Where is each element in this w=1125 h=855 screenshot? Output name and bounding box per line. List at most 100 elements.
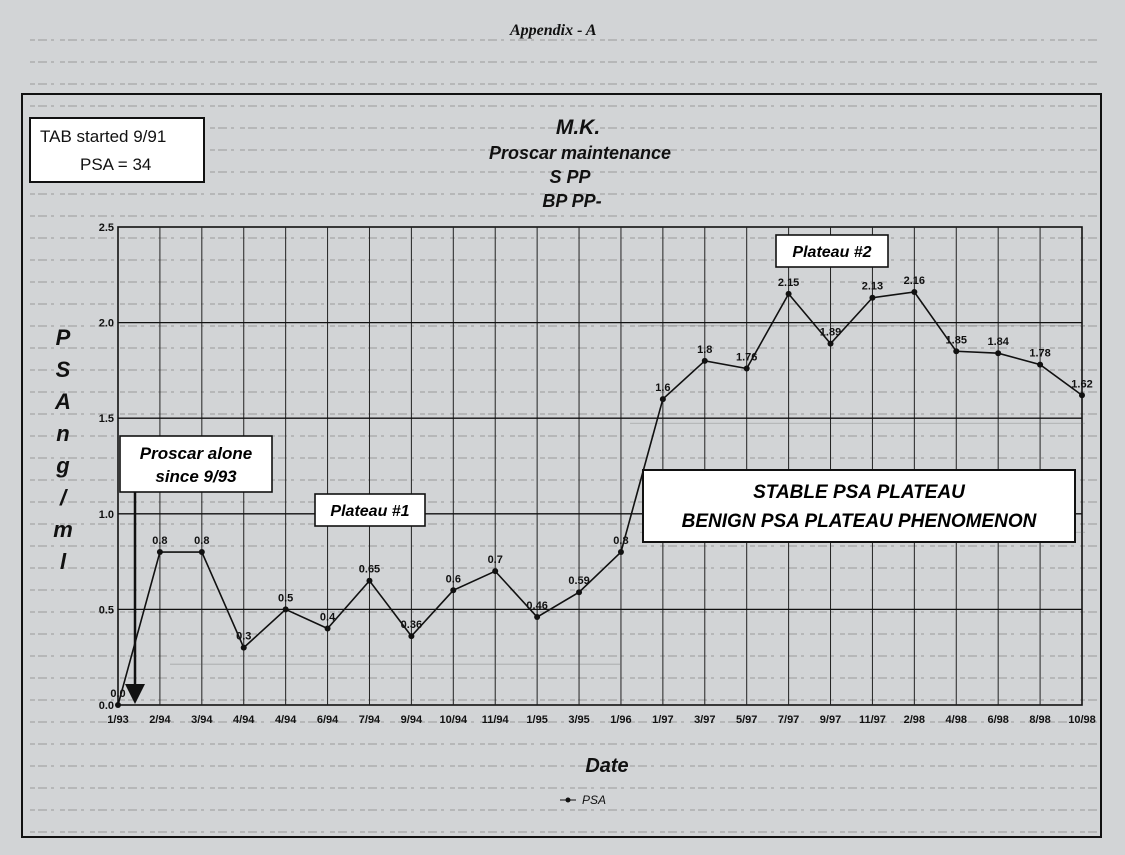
x-tick-label: 3/97 [694,714,715,726]
stable-plateau-box: STABLE PSA PLATEAU BENIGN PSA PLATEAU PH… [642,469,1076,543]
title-line3: S PP [549,167,591,187]
proscar-alone-box: Proscar alone since 9/93 [119,435,273,493]
psa-point [282,606,289,613]
psa-series-line [117,291,1083,706]
psa-point [408,633,415,640]
psa-point [115,702,121,708]
x-tick-label: 4/98 [946,714,967,726]
x-tick-label: 10/98 [1068,714,1096,726]
title-treatment: Proscar maintenance [489,143,671,163]
psa-data-label: 1.62 [1071,378,1092,390]
plateau-1-box: Plateau #1 [314,493,426,527]
stable-plateau-line2: BENIGN PSA PLATEAU PHENOMENON [682,511,1038,532]
psa-data-label: 1.76 [736,351,757,363]
y-axis-title-letter: / [59,485,69,510]
psa-data-label: 0.8 [152,535,167,547]
psa-point [911,289,918,296]
psa-point [701,357,708,364]
x-tick-label: 11/94 [482,714,510,726]
x-tick-label: 7/97 [778,714,799,726]
psa-point [743,365,750,372]
psa-data-label: 1.84 [987,336,1009,348]
x-tick-label: 4/94 [233,714,255,726]
x-tick-label: 3/95 [568,714,589,726]
psa-data-label: 1.6 [655,382,670,394]
psa-point [1037,361,1044,368]
y-axis-title-letter: P [56,325,71,350]
psa-point [869,294,876,301]
psa-data-label: 0.36 [401,619,422,631]
psa-data-label: 0.59 [568,575,589,587]
legend-marker [565,797,571,803]
info-box-line2: PSA = 34 [80,155,151,174]
psa-point [492,568,499,575]
psa-data-label: 2.16 [904,275,925,287]
stable-plateau-line1: STABLE PSA PLATEAU [753,482,966,503]
psa-data-label: 2.13 [862,281,883,293]
y-axis-title-letter: m [53,517,73,542]
proscar-alone-line2: since 9/93 [155,467,237,486]
title-line4: BP PP- [542,191,601,211]
chart-frame [21,93,1102,838]
plateau-1-label: Plateau #1 [330,503,409,520]
psa-data-label: 1.78 [1029,348,1050,360]
plateau-2-label: Plateau #2 [792,244,871,261]
psa-point [576,589,583,596]
x-tick-label: 7/94 [359,714,381,726]
x-tick-label: 1/96 [610,714,631,726]
psa-data-label: 0.7 [488,554,503,566]
psa-data-label: 0.8 [613,535,628,547]
psa-point [995,350,1002,357]
chart-title-block: M.K. Proscar maintenance S PP BP PP- [489,116,671,211]
psa-point [785,290,792,297]
x-tick-label: 1/97 [652,714,673,726]
psa-point [953,348,960,355]
x-tick-label: 6/98 [987,714,1008,726]
psa-point [827,340,834,347]
x-tick-label: 4/94 [275,714,297,726]
psa-point [659,396,666,403]
x-tick-label: 2/94 [149,714,171,726]
y-axis-title-letter: l [60,549,67,574]
proscar-alone-line1: Proscar alone [140,444,252,463]
psa-point [156,549,163,556]
title-patient: M.K. [556,116,600,139]
psa-data-label: 0.5 [278,592,293,604]
y-tick-label: 1.0 [99,509,114,521]
y-tick-label: 1.5 [99,413,114,425]
psa-point [534,614,541,621]
psa-point [240,644,247,651]
arrow-down-icon [125,492,145,704]
plateau-2-box: Plateau #2 [775,234,889,268]
psa-data-label: 1.8 [697,344,712,356]
info-box-line1: TAB started 9/91 [40,127,166,146]
psa-data-label: 2.15 [778,277,799,289]
psa-data-label: 0.46 [526,600,547,612]
psa-point [366,577,373,584]
legend-label: PSA [582,793,606,807]
x-tick-label: 6/94 [317,714,339,726]
x-tick-label: 9/97 [820,714,841,726]
x-tick-label: 8/98 [1029,714,1050,726]
x-tick-label: 1/95 [526,714,547,726]
y-axis-title-letter: g [55,453,70,478]
x-axis-title: Date [585,755,628,777]
psa-point [1079,392,1085,399]
info-box: TAB started 9/91 PSA = 34 [29,117,205,183]
y-axis-title-letter: A [54,389,71,414]
psa-data-label: 0.3 [236,631,251,643]
y-tick-label: 0.0 [99,700,114,712]
appendix-heading: Appendix - A [510,22,597,39]
y-tick-label: 2.5 [99,222,114,234]
psa-point [198,549,205,556]
x-tick-label: 11/97 [859,714,886,726]
x-tick-label: 9/94 [401,714,423,726]
y-axis-title-letter: S [56,357,71,382]
psa-data-label: 0.8 [194,535,209,547]
x-tick-label: 1/93 [107,714,128,726]
psa-data-label: 0.6 [446,573,461,585]
y-axis-title-letter: n [56,421,69,446]
psa-data-label: 1.85 [946,334,967,346]
